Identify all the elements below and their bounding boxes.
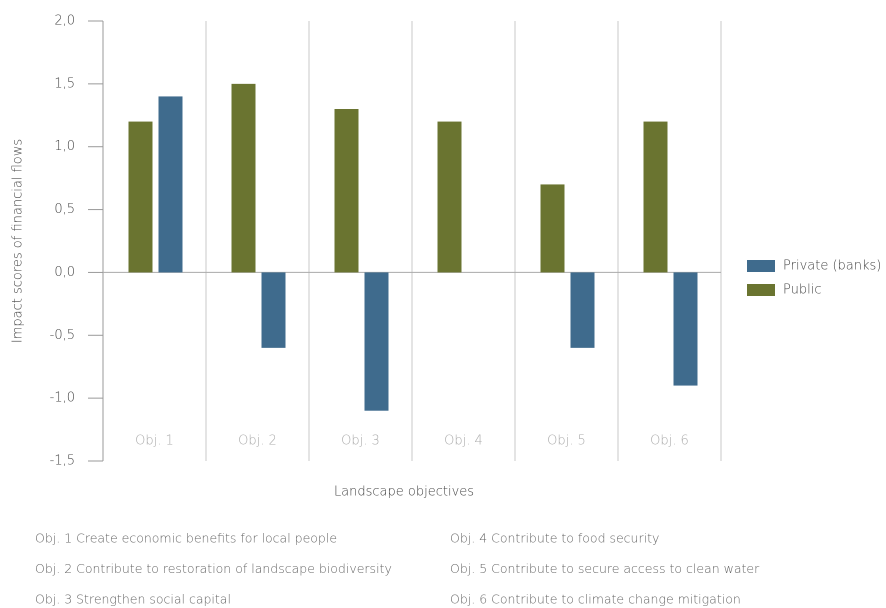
bar (364, 272, 389, 411)
bar (673, 272, 698, 386)
footnote: Obj. 1 Create economic benefits for loca… (35, 531, 337, 546)
y-tick-label: -0,5 (50, 328, 75, 343)
y-tick-label: 2,0 (54, 14, 75, 29)
footnote: Obj. 3 Strengthen social capital (35, 592, 231, 607)
y-tick-label: 1,0 (54, 139, 75, 154)
x-axis-title: Landscape objectives (334, 485, 474, 500)
bar (540, 184, 565, 273)
footnote: Obj. 6 Contribute to climate change miti… (450, 592, 741, 607)
bar (334, 109, 359, 273)
y-tick-label: 0,0 (54, 265, 75, 280)
y-tick-label: -1,0 (50, 391, 75, 406)
x-tick-label: Obj. 4 (444, 434, 483, 449)
bar (437, 121, 462, 273)
y-tick-label: 1,5 (54, 76, 75, 91)
x-tick-label: Obj. 5 (547, 434, 586, 449)
footnote: Obj. 5 Contribute to secure access to cl… (450, 561, 760, 576)
legend-label: Public (783, 283, 821, 298)
x-tick-label: Obj. 1 (135, 434, 174, 449)
legend-label: Private (banks) (783, 259, 881, 274)
y-axis-title: Impact scores of financial flows (11, 139, 26, 343)
bar (128, 121, 153, 273)
footnote: Obj. 2 Contribute to restoration of land… (35, 561, 392, 576)
x-tick-label: Obj. 2 (238, 434, 277, 449)
legend-swatch (747, 284, 775, 296)
footnote: Obj. 4 Contribute to food security (450, 531, 659, 546)
x-tick-label: Obj. 3 (341, 434, 380, 449)
bar (231, 83, 256, 273)
legend-swatch (747, 260, 775, 272)
bar (643, 121, 668, 273)
y-tick-label: 0,5 (54, 202, 75, 217)
bar (158, 96, 183, 273)
x-tick-label: Obj. 6 (650, 434, 689, 449)
y-tick-label: -1,5 (50, 454, 75, 469)
bar (261, 272, 286, 348)
bar (570, 272, 595, 348)
